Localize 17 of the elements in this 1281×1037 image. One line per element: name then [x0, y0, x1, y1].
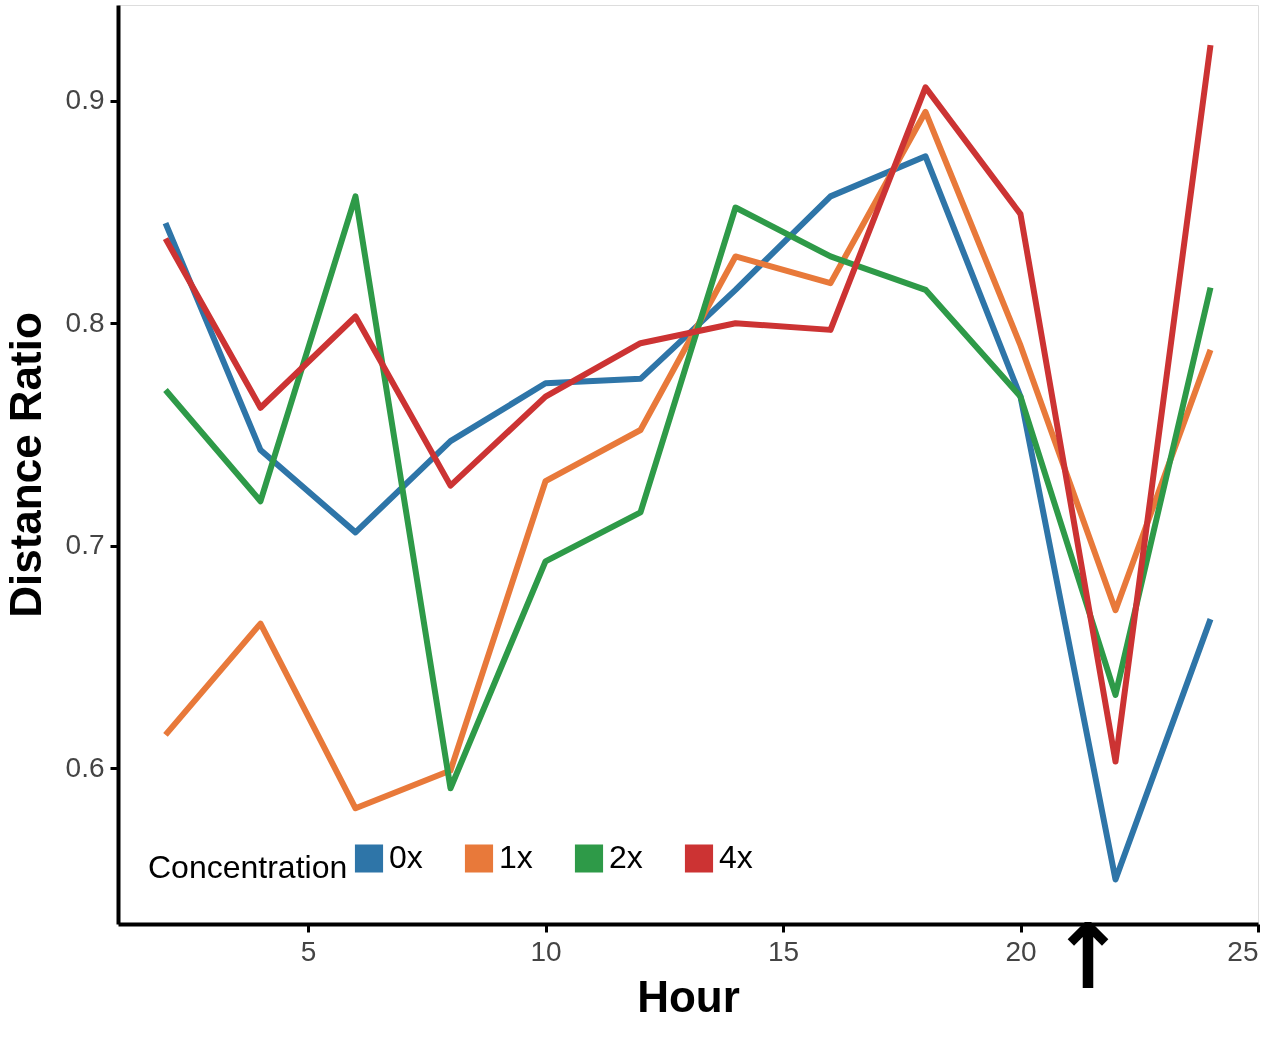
y-tick-label: 0.7	[65, 529, 105, 561]
legend-label: 2x	[609, 839, 643, 876]
legend-label: 1x	[499, 839, 533, 876]
x-tick-label: 25	[1227, 935, 1259, 967]
y-tick-label: 0.6	[65, 751, 105, 783]
y-tick-label: 0.8	[65, 306, 105, 338]
x-tick-label: 5	[300, 935, 317, 967]
x-tick-label: 15	[767, 935, 800, 967]
annotation: ↑	[1050, 904, 1126, 1009]
y-tick-label: 0.9	[65, 84, 105, 116]
legend-label: 4x	[719, 839, 753, 876]
x-tick-label: 10	[530, 935, 562, 967]
legend-label: 0x	[389, 839, 423, 876]
x-tick-label: 20	[1005, 935, 1037, 967]
legend-title: Concentration	[148, 849, 348, 885]
x-axis-title: Hour	[637, 971, 740, 1021]
y-axis-title: Distance Ratio	[0, 312, 50, 618]
